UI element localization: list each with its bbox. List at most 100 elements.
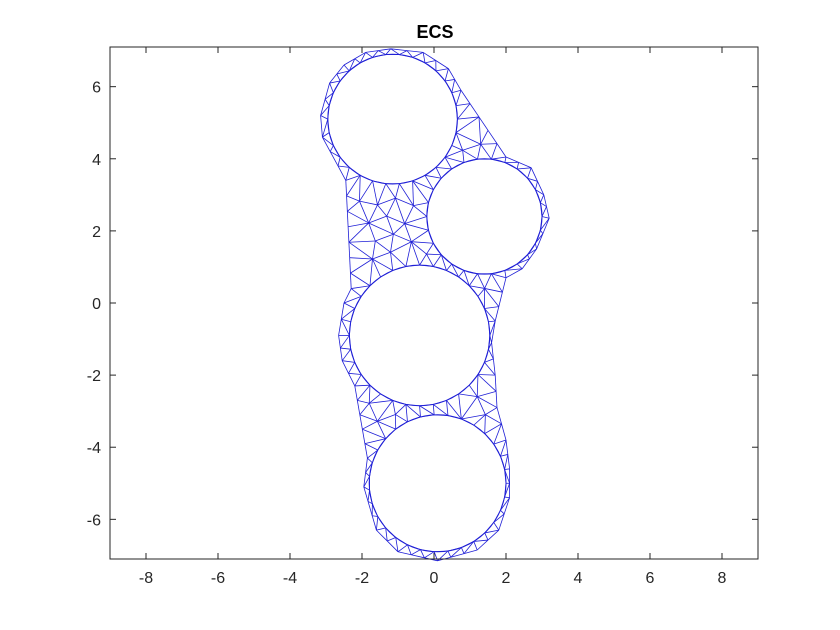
mesh-edge bbox=[433, 404, 449, 416]
mesh-edge bbox=[469, 103, 480, 118]
x-tick-label: 8 bbox=[718, 570, 727, 587]
mesh-edge bbox=[363, 486, 369, 502]
mesh-edge bbox=[504, 270, 507, 278]
mesh-edge bbox=[411, 241, 434, 244]
x-tick-label: 4 bbox=[574, 570, 583, 587]
mesh-edge bbox=[377, 197, 396, 206]
mesh-edge bbox=[422, 52, 437, 61]
mesh-edge bbox=[377, 183, 387, 206]
mesh-edge bbox=[341, 318, 351, 323]
mesh-edge bbox=[517, 167, 532, 170]
mesh-edge bbox=[484, 358, 494, 363]
mesh-edge bbox=[404, 216, 427, 225]
mesh-edge bbox=[505, 156, 519, 163]
mesh-edge bbox=[341, 348, 352, 361]
mesh-edge bbox=[337, 165, 350, 168]
mesh-edge bbox=[367, 501, 373, 516]
mesh-edge bbox=[494, 375, 497, 392]
mesh-edge bbox=[450, 553, 465, 558]
mesh-edge bbox=[485, 407, 498, 415]
mesh-edge bbox=[444, 156, 465, 163]
mesh-edge bbox=[351, 285, 371, 289]
mesh-edge bbox=[377, 400, 394, 422]
mesh-edge bbox=[336, 64, 345, 75]
mesh-edge bbox=[371, 515, 377, 531]
mesh-edge bbox=[337, 165, 347, 181]
mesh-edge bbox=[348, 241, 373, 260]
mesh-edge bbox=[462, 149, 478, 160]
mesh-edge bbox=[350, 288, 362, 297]
mesh-edge bbox=[372, 180, 378, 206]
mesh-edge bbox=[426, 253, 442, 256]
mesh-edge bbox=[348, 58, 356, 72]
mesh-edge bbox=[372, 258, 393, 271]
mesh-edge bbox=[435, 68, 449, 72]
mesh-edge bbox=[478, 116, 489, 131]
mesh-edge bbox=[359, 200, 378, 206]
mesh-edge bbox=[338, 319, 342, 336]
mesh-edge bbox=[345, 180, 347, 196]
mesh-edge bbox=[324, 82, 330, 100]
y-tick-label: -4 bbox=[87, 440, 101, 457]
mesh-edge bbox=[458, 393, 478, 398]
mesh-edge bbox=[530, 167, 538, 182]
mesh-edge bbox=[324, 99, 330, 106]
mesh-edge bbox=[448, 68, 456, 80]
mesh-edge bbox=[395, 537, 399, 552]
mesh-edge bbox=[348, 372, 362, 375]
mesh-edge bbox=[357, 384, 371, 401]
mesh-edge bbox=[493, 513, 505, 523]
mesh-edge bbox=[377, 414, 396, 422]
mesh-edge bbox=[413, 205, 428, 217]
mesh-edge bbox=[477, 374, 496, 376]
mesh-edge bbox=[484, 414, 486, 434]
mesh-edge bbox=[505, 439, 509, 455]
mesh-edge bbox=[458, 270, 465, 278]
y-tick-label: 6 bbox=[92, 80, 101, 97]
mesh-edge bbox=[357, 399, 370, 404]
mesh-edge bbox=[340, 347, 351, 350]
mesh-edge bbox=[368, 393, 381, 404]
mesh-edge bbox=[493, 423, 502, 445]
mesh-edge bbox=[411, 241, 427, 255]
hole-boundary-2 bbox=[426, 158, 543, 275]
mesh-edge bbox=[347, 226, 350, 243]
mesh-edge bbox=[395, 183, 400, 199]
mesh-edge bbox=[343, 302, 355, 309]
mesh-edge bbox=[458, 393, 462, 420]
mesh-edge bbox=[369, 258, 373, 286]
mesh-edge bbox=[368, 215, 387, 224]
mesh-edge bbox=[395, 197, 406, 224]
mesh-edge bbox=[340, 302, 345, 320]
mesh-edge bbox=[484, 273, 492, 289]
mesh-edge bbox=[484, 532, 489, 541]
mesh-edge bbox=[385, 48, 392, 55]
mesh-edge bbox=[446, 400, 449, 416]
mesh-edge bbox=[376, 529, 388, 542]
mesh-edge bbox=[504, 468, 510, 470]
mesh-edge bbox=[485, 414, 502, 425]
mesh-edge bbox=[505, 268, 523, 279]
mesh-edge bbox=[444, 157, 453, 170]
mesh-edge bbox=[420, 549, 425, 558]
hole-boundary-4 bbox=[368, 414, 507, 553]
mesh-edge bbox=[540, 218, 550, 231]
mesh-edge bbox=[362, 420, 378, 430]
mesh-edge bbox=[488, 348, 494, 360]
mesh-edge bbox=[347, 210, 369, 224]
mesh-edge bbox=[343, 64, 350, 72]
mesh-edge bbox=[345, 174, 361, 181]
mesh-edge bbox=[354, 385, 358, 401]
mesh-edge bbox=[435, 167, 442, 179]
mesh-edge bbox=[477, 374, 497, 392]
mesh-edge bbox=[543, 194, 547, 207]
mesh-edge bbox=[354, 384, 370, 387]
mesh-edge bbox=[399, 50, 408, 55]
mesh-edge bbox=[432, 254, 442, 267]
mesh-edge bbox=[336, 70, 350, 75]
mesh-edge bbox=[329, 145, 334, 152]
x-tick-label: 0 bbox=[430, 570, 439, 587]
mesh-edge bbox=[386, 216, 394, 235]
mesh-edge bbox=[463, 549, 478, 554]
